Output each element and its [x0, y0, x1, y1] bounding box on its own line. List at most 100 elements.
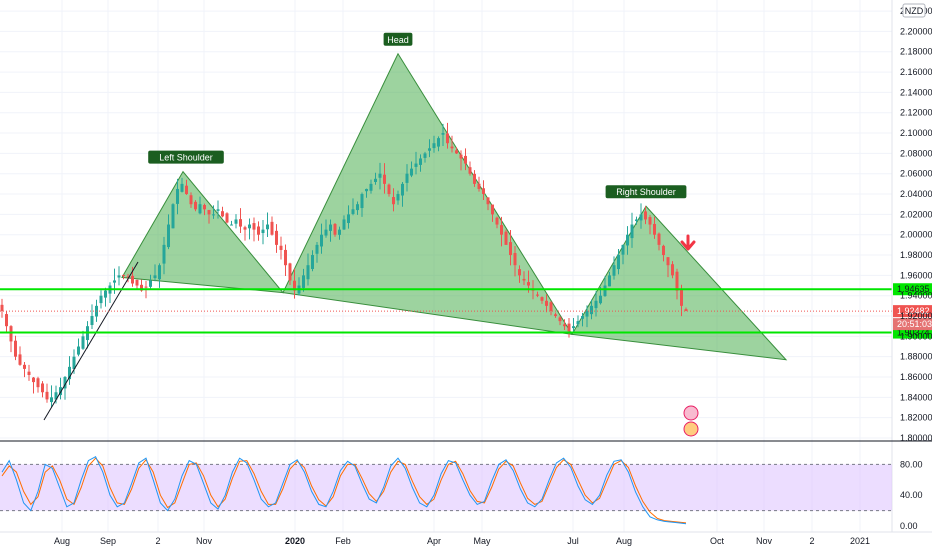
time-tick-label: Nov [756, 536, 773, 546]
candle-body [356, 204, 359, 211]
price-tick-label: 1.94000 [900, 291, 932, 301]
candle-body [423, 153, 427, 158]
candle-body [23, 364, 26, 369]
candle-body [662, 245, 665, 256]
oscillator-k-line [1, 456, 687, 525]
candle-body [27, 371, 31, 375]
time-tick-label: May [473, 536, 491, 546]
oscillator-tick-label: 0.00 [900, 521, 918, 531]
left-shoulder-triangle[interactable] [121, 170, 285, 294]
price-tick-label: 2.06000 [900, 169, 932, 179]
candle-body [77, 346, 80, 355]
candle-body [594, 300, 598, 309]
currency-badge[interactable]: NZD [902, 3, 926, 18]
candle-body [117, 275, 121, 278]
candle-body [311, 255, 314, 269]
candle-body [554, 314, 557, 317]
candle-body [518, 269, 521, 276]
candle-body [392, 197, 395, 205]
candle-body [432, 143, 436, 149]
head-and-shoulders-pattern[interactable] [121, 52, 788, 361]
horizontal-levels[interactable]: 1.94635 1.90374 1.92482 20:51:03 [0, 283, 932, 339]
candle-body [144, 286, 148, 288]
candle-body [459, 154, 463, 159]
time-tick-label: Nov [196, 536, 213, 546]
candle-body [639, 214, 643, 221]
right-shoulder-triangle[interactable] [571, 205, 788, 361]
candle-body [675, 271, 679, 291]
candle-body [590, 305, 593, 315]
candle-body [122, 274, 125, 276]
candle-body [329, 224, 332, 231]
candle-body [338, 229, 341, 235]
candle-body [455, 150, 458, 154]
price-tick-label: 2.04000 [900, 189, 932, 199]
level-price-tag [893, 283, 932, 296]
candle-body [666, 257, 670, 266]
candle-body [5, 314, 8, 327]
pattern-label-text: Right Shoulder [616, 187, 676, 197]
candle-body [585, 310, 589, 317]
candle-body [36, 378, 40, 388]
candle-body [225, 213, 229, 223]
candle-body [104, 290, 107, 298]
time-tick-label: Aug [616, 536, 632, 546]
candle-body [293, 280, 296, 291]
pattern-labels: Left Shoulder Head Right Shoulder [148, 32, 687, 199]
time-axis[interactable]: Aug Sep 2 Nov 2020 Feb Apr May Jul Aug Oct Nov 2 2021 [54, 536, 870, 546]
candle-body [378, 173, 382, 178]
candle-body [482, 188, 485, 195]
candle-body [603, 285, 607, 297]
countdown-tag [893, 318, 932, 331]
candle-body [50, 397, 53, 403]
price-tick-label: 1.90000 [900, 331, 932, 341]
candle-body [140, 284, 143, 291]
candle-body [176, 188, 179, 204]
price-tick-label: 1.84000 [900, 392, 932, 402]
candle-body [621, 244, 625, 255]
price-tick-label: 2.14000 [900, 87, 932, 97]
stochastic-oscillator-pane: 80.00 40.00 0.00 [0, 456, 923, 531]
candle-body [635, 219, 638, 222]
time-tick-label: Sep [100, 536, 116, 546]
candle-body [180, 183, 184, 192]
price-tick-label: 2.16000 [900, 67, 932, 77]
candle-body [387, 184, 391, 195]
candle-body [563, 324, 566, 327]
candle-body [360, 194, 364, 209]
candle-body [464, 155, 467, 164]
candle-body [410, 168, 413, 176]
candle-body [270, 221, 274, 235]
candle-body [189, 195, 193, 205]
candle-body [684, 309, 688, 311]
candle-body [581, 316, 584, 319]
candle-body [612, 265, 616, 276]
candle-body [396, 194, 400, 201]
candle-body [680, 289, 683, 306]
candle-body [369, 183, 373, 191]
candle-body [306, 265, 310, 280]
candle-body [41, 383, 44, 393]
candle-body [437, 138, 440, 147]
candle-body [194, 201, 197, 210]
candle-body [351, 209, 355, 214]
oscillator-tick-label: 80.00 [900, 459, 923, 469]
price-tick-label: 1.96000 [900, 270, 932, 280]
candle-body [149, 280, 152, 287]
candle-body [441, 133, 445, 135]
candle-body [131, 275, 134, 284]
candle-body [599, 295, 602, 304]
oscillator-band [0, 464, 892, 511]
candle-body [90, 316, 94, 325]
time-tick-label: 2021 [850, 536, 870, 546]
candle-body [342, 219, 346, 230]
candle-body [549, 302, 553, 311]
candle-body [522, 278, 526, 281]
candle-body [540, 297, 544, 301]
event-marker-icons[interactable] [683, 405, 699, 437]
level-price-tag-text: 1.90374 [897, 328, 930, 338]
time-tick-label: Apr [427, 536, 441, 546]
price-tick-label: 1.80000 [900, 433, 932, 443]
candle-body [302, 275, 305, 288]
